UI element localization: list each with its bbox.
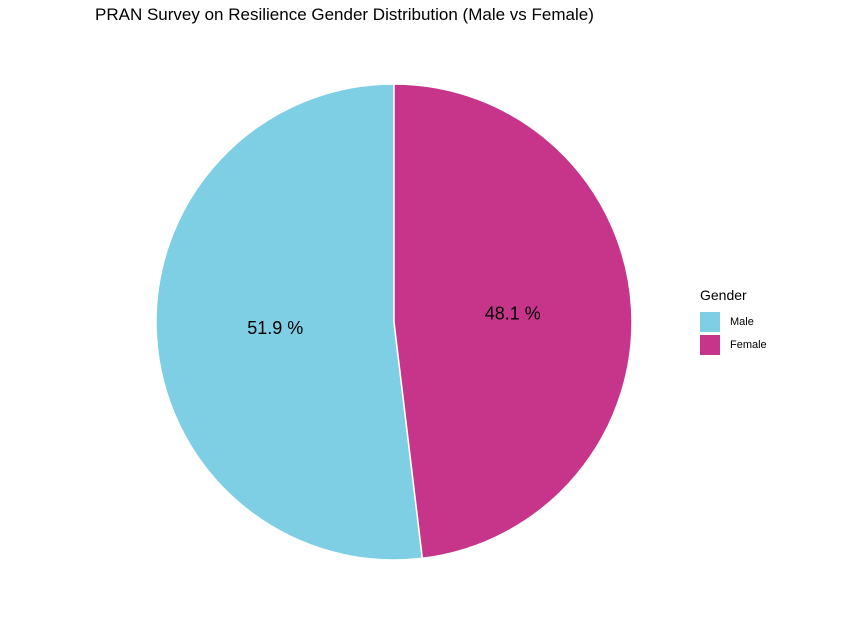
pie-slice-female	[393, 83, 633, 560]
slice-label-male: 51.9 %	[247, 318, 303, 338]
legend-item-female: Female	[700, 333, 767, 356]
legend: Gender Male Female	[700, 287, 767, 356]
slice-label-female: 48.1 %	[485, 304, 541, 324]
chart-title: PRAN Survey on Resilience Gender Distrib…	[95, 5, 594, 24]
pie-slice-male	[155, 83, 424, 561]
legend-item-male: Male	[700, 310, 767, 333]
legend-label-male: Male	[730, 315, 754, 328]
legend-label-female: Female	[730, 338, 767, 351]
legend-key-female	[700, 334, 720, 355]
legend-key-male	[700, 311, 720, 332]
legend-title: Gender	[700, 287, 747, 303]
